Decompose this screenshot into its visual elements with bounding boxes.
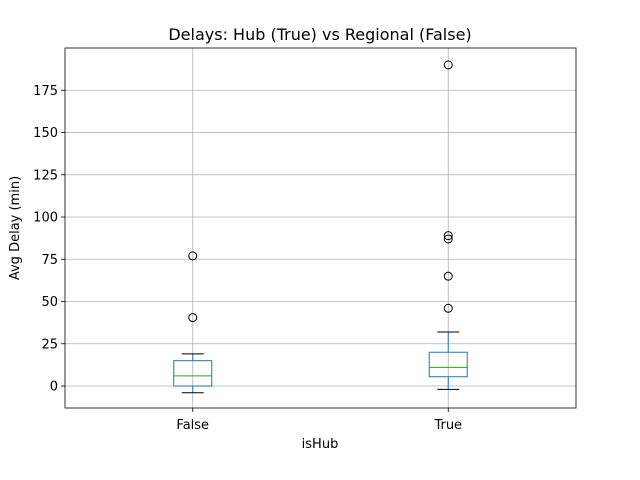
outlier-point [443, 60, 453, 70]
plot-frame [64, 47, 577, 409]
y-tick-label: 125 [33, 168, 58, 183]
y-tick-label: 150 [33, 126, 58, 141]
y-tick-label: 100 [33, 211, 58, 226]
outlier-point [443, 234, 453, 244]
y-tick-label: 175 [33, 84, 58, 99]
axes: 0 25 50 75 100 125 150 175 False True [33, 84, 462, 433]
y-axis-label: Avg Delay (min) [8, 176, 23, 280]
chart-title: Delays: Hub (True) vs Regional (False) [168, 25, 471, 44]
y-tick-label: 0 [50, 380, 58, 395]
box-true [428, 60, 468, 390]
y-tick-label: 50 [41, 295, 58, 310]
y-tick-label: 25 [41, 337, 58, 352]
x-axis-label: isHub [302, 437, 339, 452]
box-false [173, 251, 213, 394]
y-tick-label: 75 [41, 253, 58, 268]
outlier-point [443, 271, 453, 281]
box-series [173, 60, 468, 394]
outlier-point [188, 313, 198, 323]
outlier-point [443, 231, 453, 241]
outlier-point [443, 303, 453, 313]
iqr-box [428, 351, 468, 378]
outlier-point [188, 251, 198, 261]
x-tick-label: False [176, 418, 209, 433]
x-tick-label: True [433, 418, 462, 433]
iqr-box [173, 360, 213, 387]
